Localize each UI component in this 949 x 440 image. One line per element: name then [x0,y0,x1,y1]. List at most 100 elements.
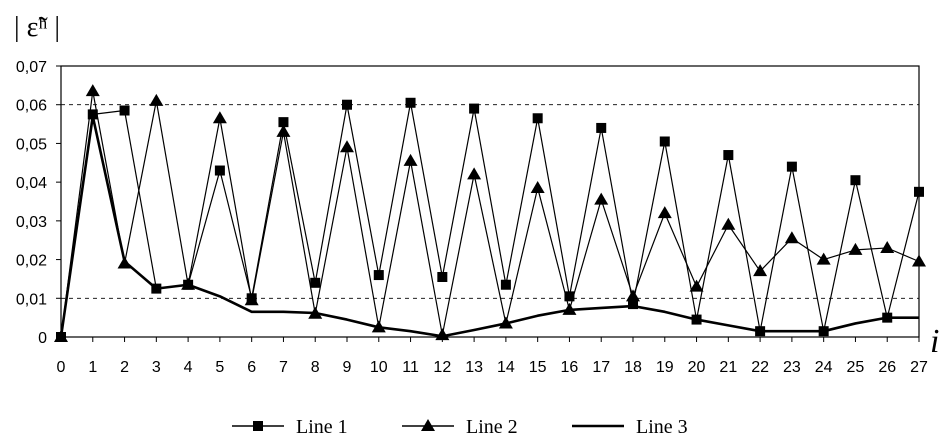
y-tick-label: 0,07 [16,59,47,76]
series-2-point [530,180,545,193]
series-2-point [85,84,100,97]
x-tick-label: 0 [57,359,66,376]
series-2-point [594,192,609,205]
legend-label: Line 2 [466,416,518,438]
x-tick-label: 24 [815,359,833,376]
x-tick-label: 1 [88,359,97,376]
x-tick-label: 6 [247,359,256,376]
x-tick-label: 10 [370,359,388,376]
x-tick-label: 11 [402,359,419,376]
series-2-point [340,140,354,153]
series-2-line [60,90,920,338]
x-tick-label: 26 [878,359,896,376]
series-2-point [689,279,704,292]
x-tick-label: 8 [311,359,320,376]
legend: Line 1 Line 2 Line 3 [232,416,688,438]
legend-label: Line 3 [636,416,688,438]
legend-item-1: Line 1 [232,416,348,438]
x-tick-label: 13 [465,359,483,376]
y-tick-label: 0,03 [16,214,47,231]
legend-item-2: Line 2 [402,416,518,438]
plot-frame [60,65,920,338]
x-tick-label: 27 [910,359,928,376]
x-tick-label: 4 [184,359,193,376]
series-2-point [784,231,799,244]
series-1-line [60,102,920,338]
y-tick-label: 0,06 [16,98,47,115]
series-2-point [435,328,450,341]
series-2-point [657,206,672,219]
series-2-point [212,111,227,124]
series-1-point [786,161,797,172]
series-1-point [373,270,384,281]
series-2-point [244,293,259,306]
series-2-point [753,264,768,277]
legend-swatch-marker [253,421,263,431]
series-2 [54,84,926,342]
series-2-point [912,254,926,267]
x-tick-label: 12 [433,359,451,376]
y-tick-label: 0 [38,330,47,347]
series-1-point [342,99,352,110]
series-1-point [437,271,448,282]
series-2-point [880,240,895,253]
x-tick-label: 5 [215,359,224,376]
y-tick-label: 0,02 [16,253,47,270]
legend-swatch-marker [421,419,435,431]
series-2-point [626,289,640,302]
y-tick-label: 0,04 [16,175,47,192]
series-2-point [848,242,863,255]
legend-item-3: Line 3 [572,416,688,438]
x-tick-label: 17 [592,359,610,376]
series-1-point [596,122,607,133]
series-1 [56,97,924,342]
series-1-point [628,299,638,310]
y-tick-label: 0,01 [16,291,47,308]
x-tick-label: 3 [152,359,161,376]
reference-lines [61,104,919,299]
series-1-point [310,277,321,288]
x-tick-label: 18 [624,359,642,376]
series-1-point [500,279,511,290]
x-tick-label: 14 [497,359,515,376]
series-1-point [564,291,575,302]
x-tick-label: 7 [279,359,288,376]
series-2-point [403,153,418,166]
series-layer [54,84,926,342]
x-tick-label: 25 [847,359,865,376]
series-2-point [276,124,291,137]
series-1-point [278,117,289,128]
series-1-point [850,175,861,186]
x-axis-label: i [930,323,939,360]
series-1-point [469,103,480,114]
series-2-point [816,252,831,265]
series-3 [59,115,919,338]
x-tick-label: 20 [688,359,706,376]
x-tick-label: 21 [719,359,737,376]
series-1-point [532,113,543,124]
x-tick-label: 19 [656,359,674,376]
series-1-point [723,150,734,161]
series-1-point [119,105,130,116]
x-tick-label: 9 [343,359,352,376]
series-1-point [659,136,670,147]
series-1-point [214,165,225,176]
y-axis-ticks: 0 0,01 0,02 0,03 0,04 0,05 0,06 0,07 [16,59,61,347]
y-tick-label: 0,05 [16,136,47,153]
x-tick-label: 15 [529,359,547,376]
y-axis-label: | ε̃ʰ | [14,12,60,43]
series-2-point [149,93,164,106]
x-tick-label: 16 [561,359,579,376]
series-2-point [467,167,482,180]
plot-area-border [60,65,920,338]
x-tick-label: 23 [783,359,801,376]
x-axis-ticks: 0 1 2 3 4 5 6 7 8 9 10 11 12 13 14 15 16 17 18 19 20 21 22 23 24… [57,337,928,376]
series-1-point [87,109,98,120]
series-3-line [59,115,919,338]
legend-label: Line 1 [296,416,348,438]
series-1-point [914,186,924,197]
x-tick-label: 2 [120,359,129,376]
x-tick-label: 22 [751,359,769,376]
series-1-point [405,97,416,108]
